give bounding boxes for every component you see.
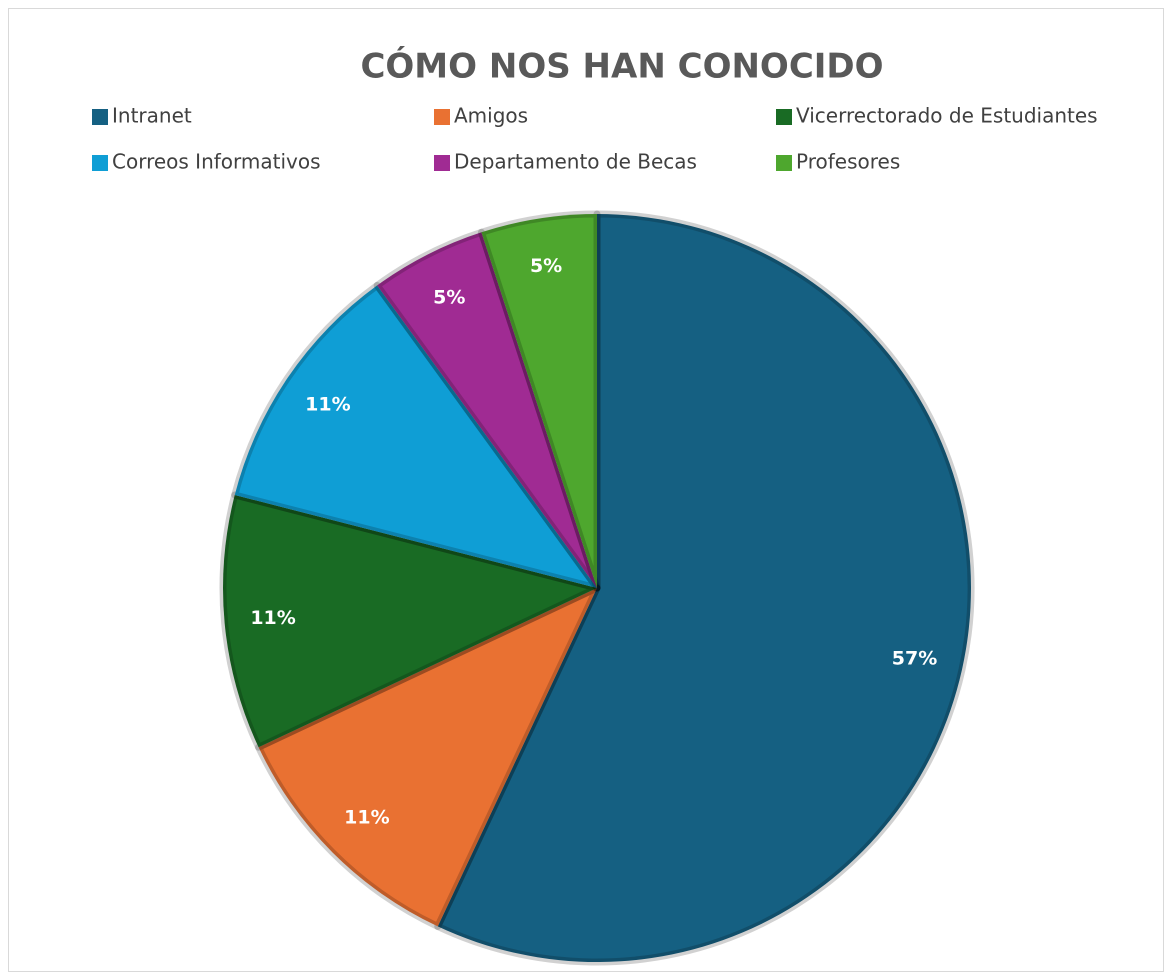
chart-title: CÓMO NOS HAN CONOCIDO (360, 46, 883, 87)
legend-swatch (776, 155, 792, 171)
legend-swatch (434, 155, 450, 171)
legend-swatch (92, 155, 108, 171)
data-label: 11% (250, 607, 295, 629)
pie-slice (434, 210, 975, 966)
legend-label: Correos Informativos (112, 150, 321, 174)
data-label: 11% (305, 394, 350, 416)
legend-label: Intranet (112, 104, 192, 128)
legend-swatch (776, 109, 792, 125)
legend-label: Amigos (454, 104, 528, 128)
pie-slice (373, 228, 601, 592)
legend-label: Vicerrectorado de Estudiantes (796, 104, 1098, 128)
data-label: 5% (530, 255, 562, 277)
pie-slice (255, 584, 601, 930)
legend-label: Departamento de Becas (454, 150, 697, 174)
data-label: 5% (433, 287, 465, 309)
pie-slice (477, 210, 601, 592)
data-label: 11% (344, 807, 389, 829)
legend-swatch (434, 109, 450, 125)
legend-swatch (92, 109, 108, 125)
legend-label: Profesores (796, 150, 900, 174)
pie-slice (231, 281, 601, 592)
data-label: 57% (892, 647, 937, 669)
pie-slice (219, 491, 601, 751)
